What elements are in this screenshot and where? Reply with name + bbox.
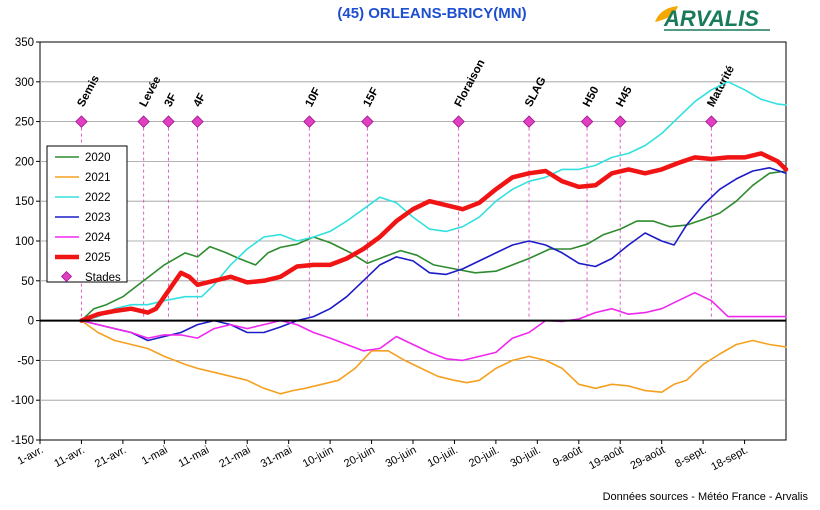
x-tick-label: 10-juin [301,444,336,470]
logo-leaf-icon [655,6,678,22]
x-tick-label: 21-avr. [93,444,128,470]
stage-marker [522,115,536,128]
y-tick-label: 50 [21,276,34,288]
x-tick-label: 18-sept. [709,444,750,473]
x-tick-label: 9-août [551,444,584,469]
y-axis: -150 -100 -50 0 50 100 150 200 250 300 350 [11,37,40,447]
x-tick-label: 30-juin [384,444,419,470]
x-tick-label: 31-mai [259,444,294,470]
arvalis-logo: ARVALIS [655,6,770,31]
stage-label: 3F [163,92,180,109]
stage-marker [162,115,175,128]
legend-label: 2022 [85,192,111,204]
stage-marker [613,115,627,128]
legend-label: Stades [85,272,121,284]
x-tick-label: 1-mai [140,444,170,468]
stage-marker [75,115,88,128]
x-tick-label: 8-sept. [673,444,708,470]
chart-title: (45) ORLEANS-BRICY(MN) [337,5,526,22]
legend-stage-marker [60,270,73,283]
legend-label: 2023 [85,212,111,224]
series-line-2023 [80,167,787,342]
x-tick-label: 20-juil. [467,444,501,470]
series-line-2025 [79,151,789,323]
x-tick-label: 29-août [628,444,667,472]
y-tick-label: 350 [15,37,34,49]
stage-marker [137,115,150,128]
series-line-2022 [80,81,787,322]
legend-label: 2021 [85,172,111,184]
stage-marker [303,115,316,128]
logo-text: ARVALIS [663,6,759,31]
series-lines [79,81,789,395]
legend-box [46,145,128,283]
x-tick-label: 11-mai [177,444,212,470]
stage-marker [452,115,465,128]
x-tick-label: 21-mai [217,444,252,470]
stage-marker [361,115,374,128]
series-line-2024 [80,291,787,362]
stage-marker [191,115,204,128]
y-tick-label: -150 [11,435,34,447]
y-tick-label: 100 [15,236,34,248]
y-tick-label: 200 [15,156,34,168]
stage-marker [705,115,718,128]
legend-label: 2024 [85,232,111,244]
x-tick-label: 10-juil. [426,444,460,470]
y-tick-label: 250 [15,117,34,129]
y-tick-label: 300 [15,77,34,89]
x-tick-label: 1-avr. [15,444,45,468]
stage-marker [580,115,594,128]
x-tick-label: 30-juil. [508,444,542,470]
series-line-2021 [80,319,787,395]
x-tick-label: 19-août [587,444,626,472]
x-tick-label: 11-avr. [52,444,87,470]
legend-label: 2020 [85,152,111,164]
series-line-2020 [80,170,787,322]
source-note: Données sources - Météo France - Arvalis [603,491,809,503]
legend-label: 2025 [85,252,111,264]
y-tick-label: -50 [17,355,34,367]
stage-label: 4F [192,92,209,109]
legend: 2020 2021 2022 2023 2024 2025 Stades [46,145,128,284]
x-axis: 1-avr. 11-avr. 21-avr. 1-mai 11-mai 21-mai 31-… [15,440,750,473]
y-tick-label: -100 [11,395,34,407]
x-tick-label: 20-juin [342,444,377,470]
y-tick-label: 0 [28,316,34,328]
y-tick-label: 150 [15,196,34,208]
